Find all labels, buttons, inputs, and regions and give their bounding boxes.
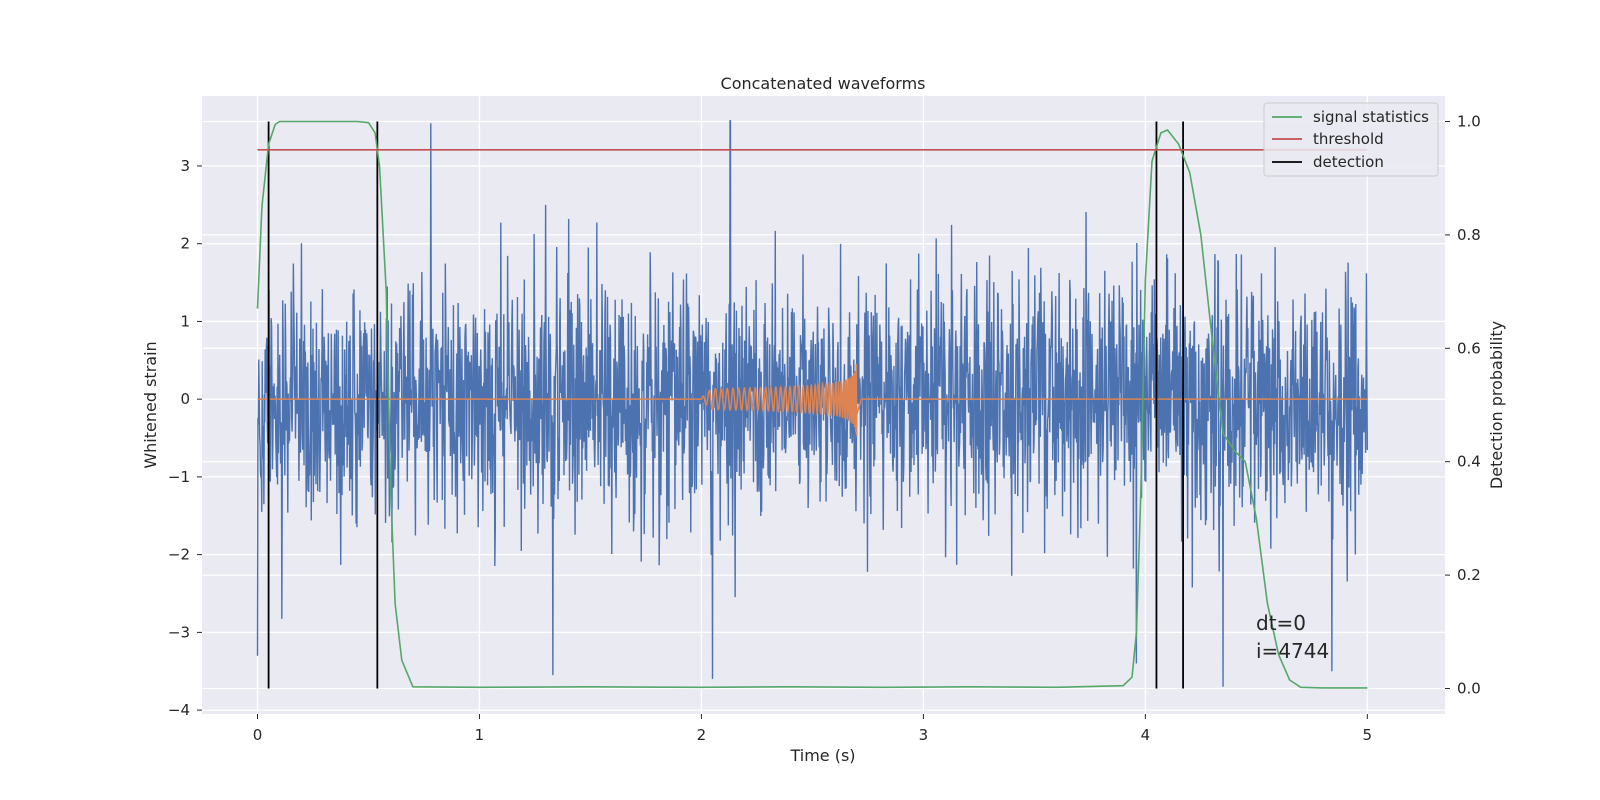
x-tick-label: 4 bbox=[1141, 726, 1151, 744]
axis-ticks: 0 1 2 3 4 5 −4 −3 −2 −1 0 1 2 3 0.0 0.2 0.4 0.6 0.8 1.0 bbox=[168, 113, 1481, 744]
y-left-tick-label: −3 bbox=[168, 623, 190, 641]
annotation-dt: dt=0 bbox=[1256, 611, 1306, 635]
y-left-tick-label: 0 bbox=[180, 390, 190, 408]
legend-label-threshold: threshold bbox=[1313, 130, 1384, 148]
y-left-tick-label: 1 bbox=[180, 312, 190, 330]
detection-lines bbox=[267, 121, 1184, 689]
x-axis-label: Time (s) bbox=[789, 746, 855, 765]
y-right-tick-label: 0.2 bbox=[1457, 566, 1481, 584]
chart-title: Concatenated waveforms bbox=[721, 74, 926, 93]
legend-box bbox=[1263, 102, 1439, 177]
y-left-tick-label: 2 bbox=[180, 235, 190, 253]
legend-label-detection: detection bbox=[1313, 153, 1384, 171]
x-tick-label: 0 bbox=[253, 726, 263, 744]
signal-statistics-line bbox=[256, 120, 1368, 689]
x-tick-label: 5 bbox=[1363, 726, 1373, 744]
y-right-tick-label: 0.0 bbox=[1457, 679, 1481, 697]
y-axis-right-label: Detection probability bbox=[1487, 321, 1506, 489]
y-axis-left-label: Whitened strain bbox=[141, 341, 160, 468]
y-right-tick-label: 1.0 bbox=[1457, 113, 1481, 131]
x-tick-label: 3 bbox=[919, 726, 929, 744]
x-tick-label: 1 bbox=[475, 726, 485, 744]
y-left-tick-label: −2 bbox=[168, 546, 190, 564]
y-left-tick-label: −4 bbox=[168, 701, 190, 719]
legend-label-statistics: signal statistics bbox=[1313, 108, 1429, 126]
y-left-tick-label: 3 bbox=[180, 157, 190, 175]
injected-signal-line bbox=[257, 363, 1368, 437]
y-right-tick-label: 0.6 bbox=[1457, 339, 1481, 357]
y-right-tick-label: 0.4 bbox=[1457, 453, 1481, 471]
annotation-index: i=4744 bbox=[1256, 639, 1329, 663]
plot-area bbox=[256, 120, 1369, 689]
y-right-tick-label: 0.8 bbox=[1457, 226, 1481, 244]
legend: signal statistics threshold detection bbox=[1263, 102, 1439, 177]
y-left-tick-label: −1 bbox=[168, 468, 190, 486]
x-tick-label: 2 bbox=[697, 726, 707, 744]
